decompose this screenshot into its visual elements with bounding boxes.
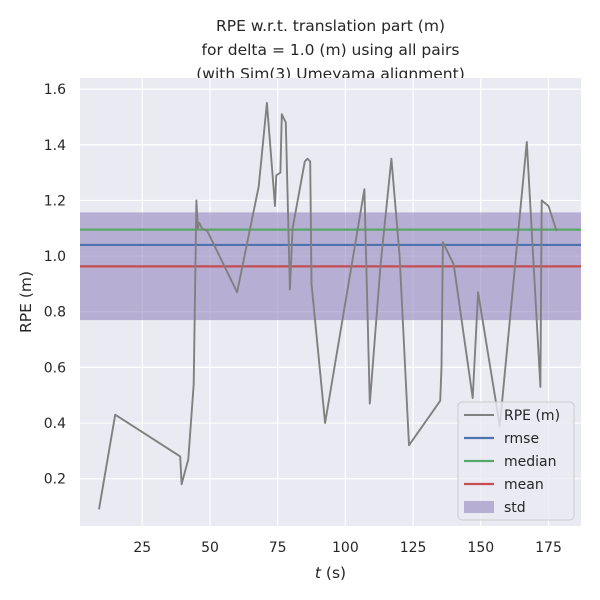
x-tick-label: 75 [269,540,287,556]
chart-title: RPE w.r.t. translation part (m) for delta… [196,17,465,83]
x-tick-label: 50 [201,540,219,556]
x-tick-label: 125 [400,540,427,556]
y-tick-label: 1.4 [44,138,66,154]
x-axis-label: t (s) [315,564,346,582]
rpe-series [98,102,558,510]
y-tick-label: 0.6 [44,360,66,376]
rpe-line [98,102,558,510]
y-axis-label: RPE (m) [17,271,35,333]
y-tick-label: 1.6 [44,82,66,98]
y-tick-label: 0.4 [44,416,66,432]
legend-box [457,401,575,521]
legend-label: RPE (m) [504,408,560,424]
stat-lines [80,228,581,268]
legend-swatch-std [464,501,494,513]
x-tick-labels: 25 50 75 100 125 150 175 [133,540,561,556]
y-tick-label: 0.2 [44,472,66,488]
legend-label: mean [504,477,544,493]
x-tick-label: 150 [467,540,494,556]
legend-label: std [504,500,526,516]
legend-label: median [504,454,556,470]
legend-label: rmse [504,431,539,447]
x-axis-label-unit: (s) [321,564,346,582]
title-line: for delta = 1.0 (m) using all pairs [202,41,460,59]
y-tick-label: 1.0 [44,249,66,265]
x-tick-label: 100 [332,540,359,556]
title-line: RPE w.r.t. translation part (m) [216,17,445,35]
x-axis-label-var: t [315,564,322,582]
y-tick-label: 0.8 [44,305,66,321]
x-tick-label: 175 [535,540,562,556]
y-tick-label: 1.2 [44,193,66,209]
x-tick-label: 25 [133,540,151,556]
legend: RPE (m) rmse median mean std [457,401,575,521]
y-tick-labels: 0.2 0.4 0.6 0.8 1.0 1.2 1.4 1.6 [44,82,66,488]
